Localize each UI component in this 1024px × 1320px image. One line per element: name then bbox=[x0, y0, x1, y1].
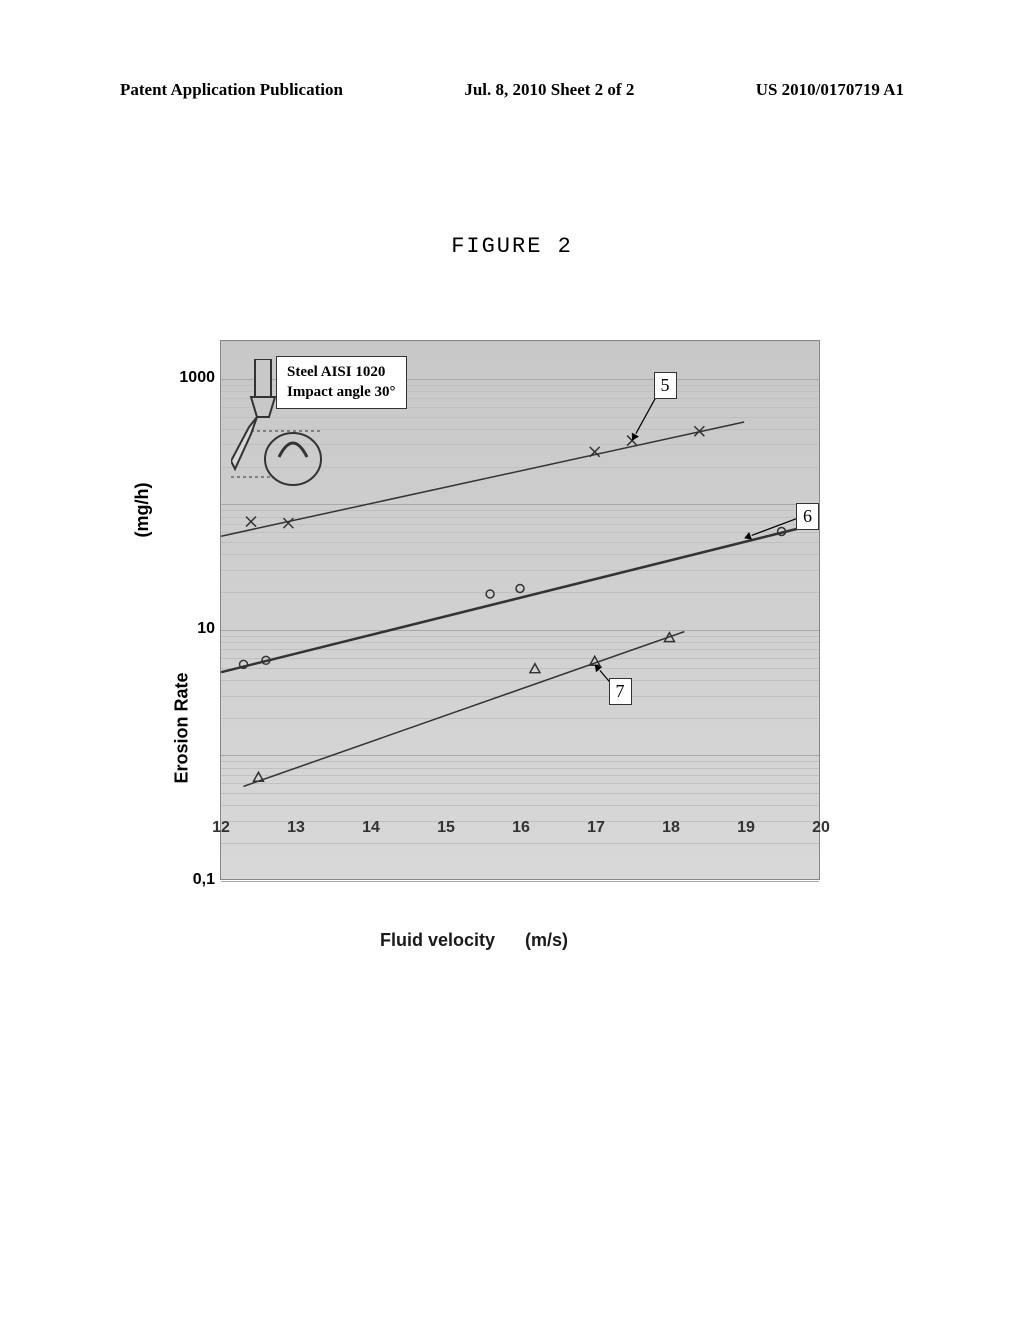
x-tick-label: 18 bbox=[662, 819, 680, 837]
y-axis-unit: (mg/h) bbox=[132, 483, 153, 538]
x-tick-label: 16 bbox=[512, 819, 530, 837]
y-tick-label: 10 bbox=[170, 620, 215, 638]
x-tick-label: 12 bbox=[212, 819, 230, 837]
x-tick-label: 14 bbox=[362, 819, 380, 837]
callout-7: 7 bbox=[609, 678, 632, 705]
y-tick-label: 1000 bbox=[170, 369, 215, 387]
y-axis-label: Erosion Rate bbox=[172, 628, 193, 828]
x-tick-label: 20 bbox=[812, 819, 830, 837]
x-tick-label: 19 bbox=[737, 819, 755, 837]
nozzle-icon bbox=[231, 359, 331, 504]
x-axis-label: Fluid velocity (m/s) bbox=[380, 930, 568, 951]
header-left: Patent Application Publication bbox=[120, 80, 343, 100]
figure-title: FIGURE 2 bbox=[451, 234, 573, 259]
header-center: Jul. 8, 2010 Sheet 2 of 2 bbox=[464, 80, 634, 100]
callout-5: 5 bbox=[654, 372, 677, 399]
chart-container: (mg/h) Erosion Rate Steel AISI 1020 Impa… bbox=[110, 320, 850, 1000]
x-tick-label: 13 bbox=[287, 819, 305, 837]
plot-area: Steel AISI 1020 Impact angle 30° 567 121… bbox=[220, 340, 820, 880]
page-header: Patent Application Publication Jul. 8, 2… bbox=[120, 80, 904, 100]
x-tick-label: 17 bbox=[587, 819, 605, 837]
x-tick-label: 15 bbox=[437, 819, 455, 837]
callout-6: 6 bbox=[796, 503, 819, 530]
y-tick-label: 0,1 bbox=[170, 871, 215, 889]
header-right: US 2010/0170719 A1 bbox=[756, 80, 904, 100]
